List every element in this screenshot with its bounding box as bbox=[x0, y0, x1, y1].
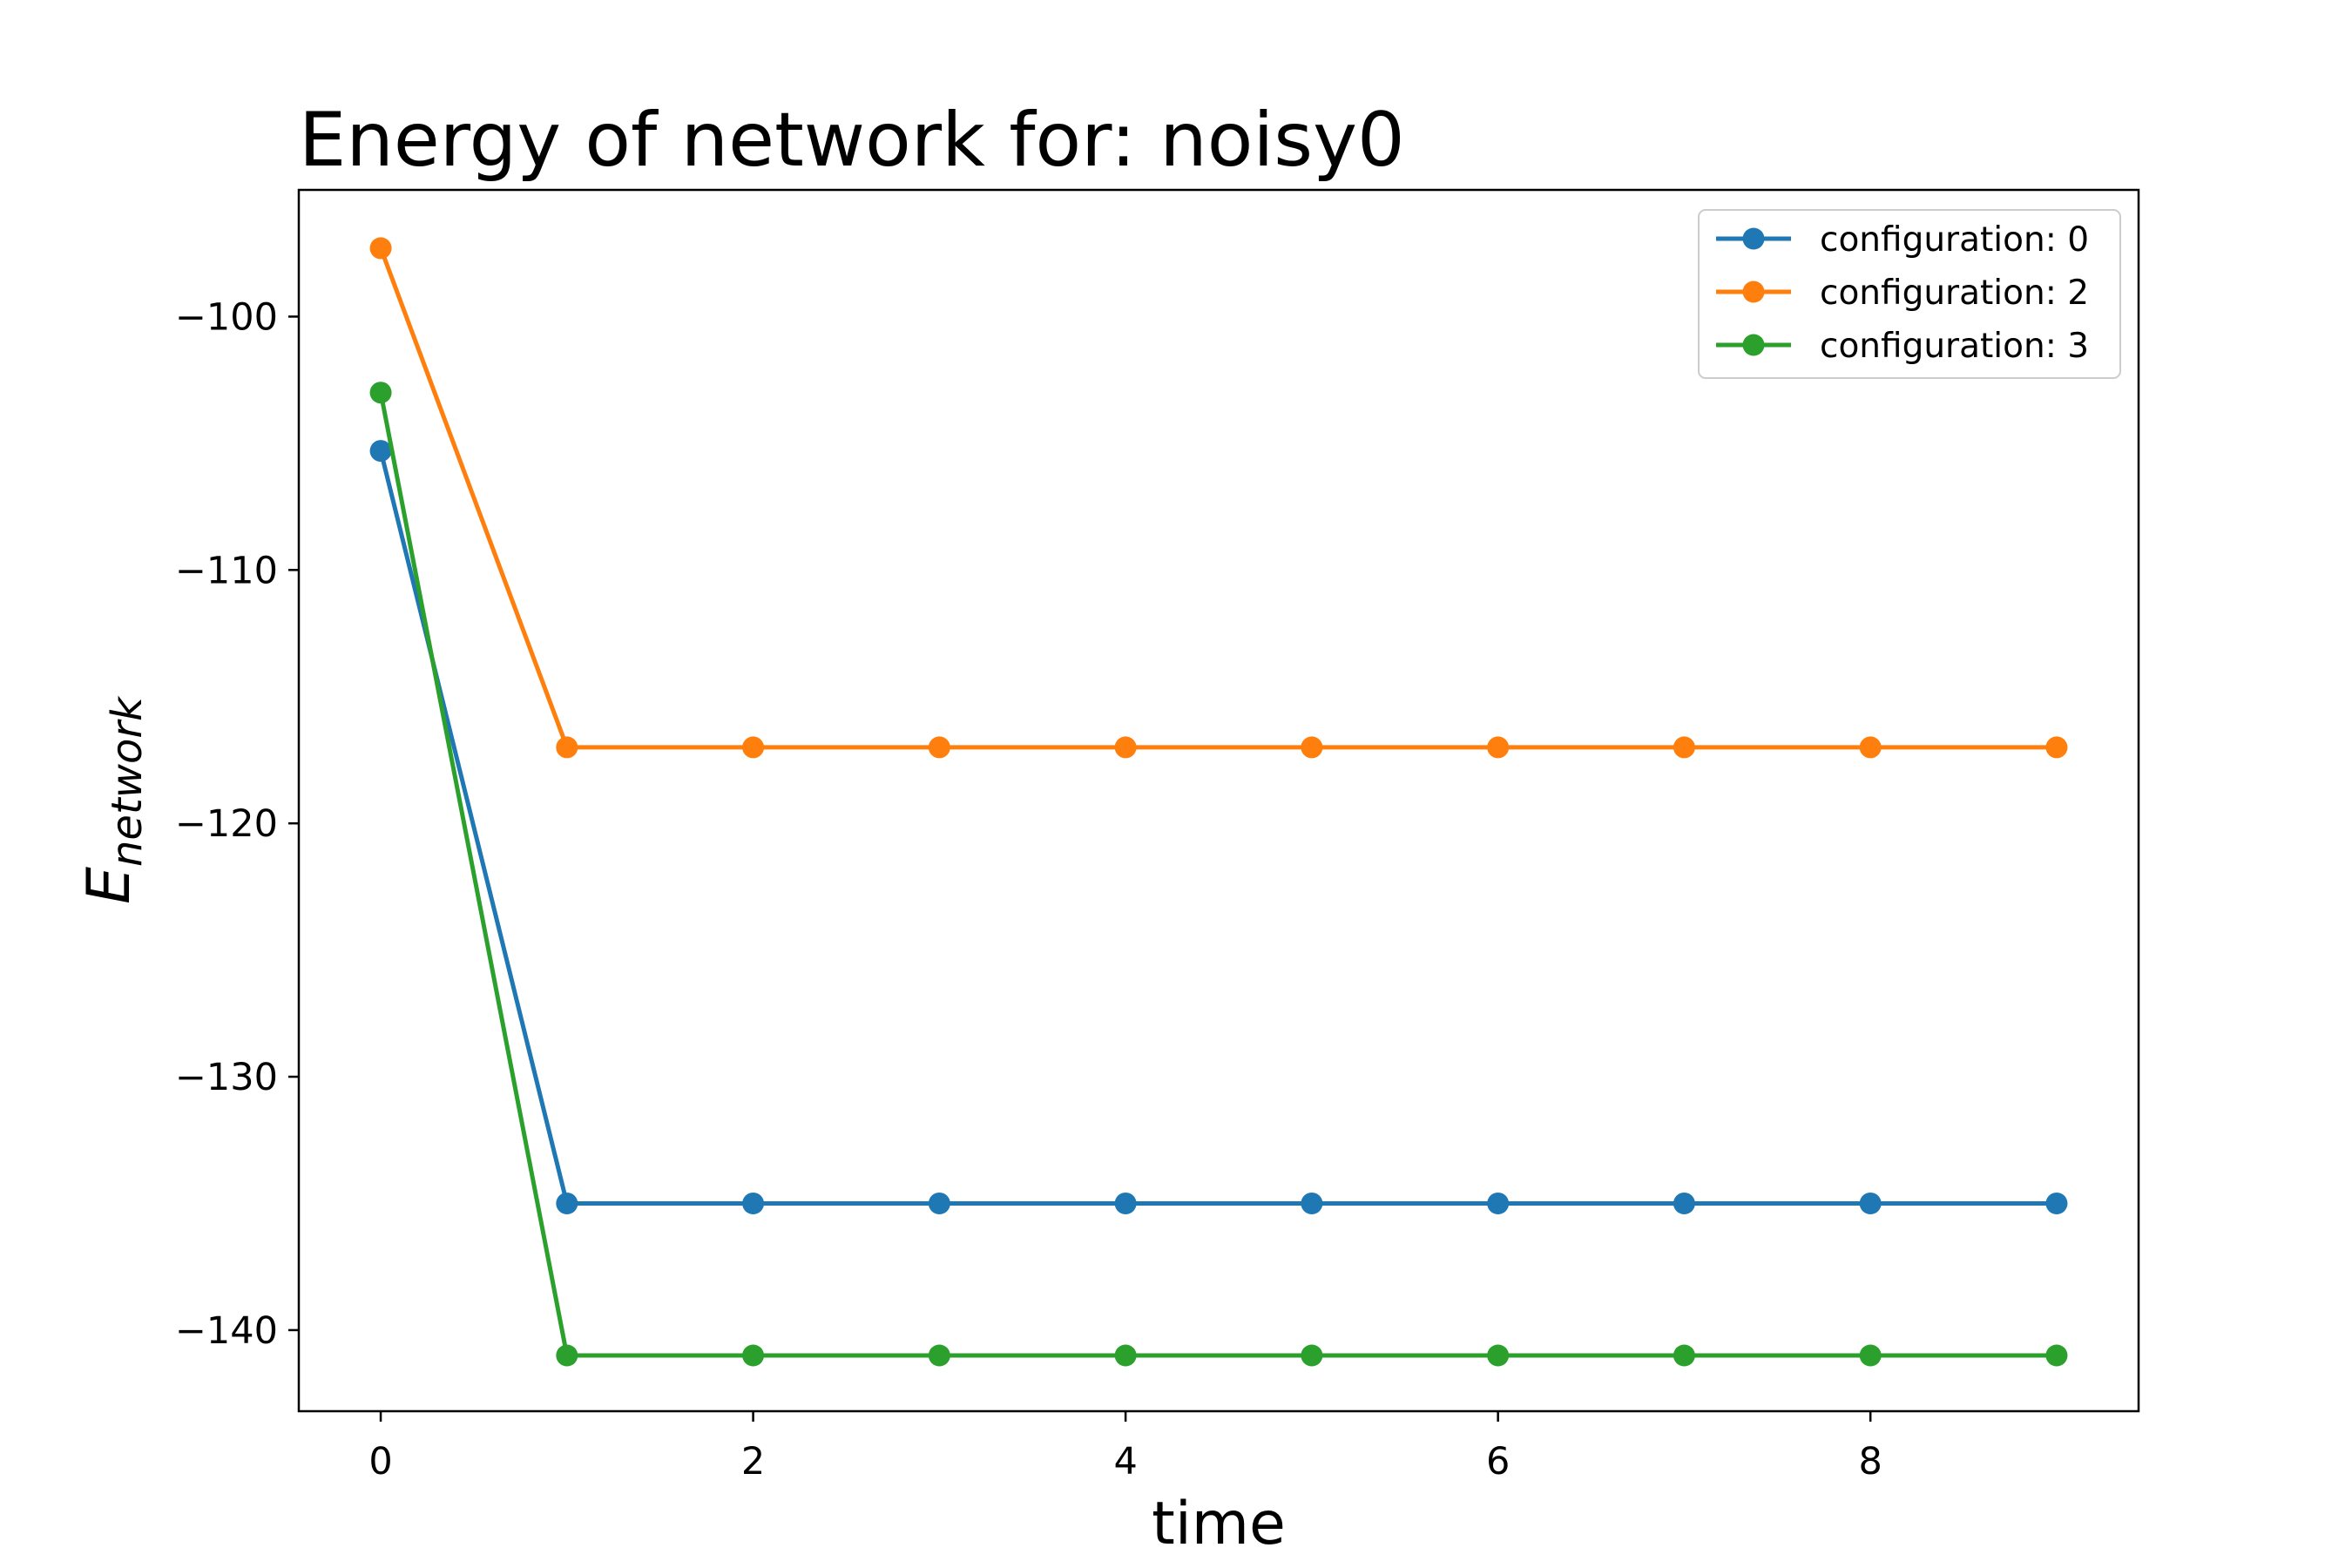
legend-swatch-marker-2 bbox=[1742, 334, 1765, 356]
series-2-point-7 bbox=[1673, 1344, 1695, 1367]
series-0-point-1 bbox=[556, 1192, 578, 1214]
legend-entry-2: configuration: 3 bbox=[1716, 327, 2089, 366]
plot-frame bbox=[297, 188, 2140, 1413]
y-tick-label-4: −140 bbox=[175, 1309, 278, 1353]
series-0-point-4 bbox=[1114, 1192, 1137, 1214]
series-1-point-9 bbox=[2045, 736, 2068, 759]
series-0-point-6 bbox=[1487, 1192, 1510, 1214]
series-1-line bbox=[378, 247, 2057, 750]
y-axis: −100 −110 −120 −130 −140 bbox=[175, 295, 299, 1353]
series-1-point-4 bbox=[1114, 736, 1137, 759]
series-layer bbox=[369, 237, 2068, 1367]
y-axis-label-main: E bbox=[75, 867, 144, 904]
series-2-point-1 bbox=[556, 1344, 578, 1367]
y-axis-label: Enetwork bbox=[75, 695, 152, 904]
series-1 bbox=[369, 237, 2068, 759]
legend-entry-0: configuration: 0 bbox=[1716, 220, 2089, 260]
series-0-point-7 bbox=[1673, 1192, 1695, 1214]
x-axis-label: time bbox=[1152, 1490, 1286, 1558]
legend-entries: configuration: 0 configuration: 2 configur… bbox=[1716, 220, 2089, 366]
legend-entry-1: configuration: 2 bbox=[1716, 274, 2089, 313]
series-0-point-3 bbox=[928, 1192, 950, 1214]
y-tick-label-2: −120 bbox=[175, 802, 278, 846]
series-1-point-5 bbox=[1301, 736, 1323, 759]
series-2-point-6 bbox=[1487, 1344, 1510, 1367]
series-0-point-8 bbox=[1859, 1192, 1882, 1214]
legend-label-0: configuration: 0 bbox=[1820, 220, 2089, 260]
series-1-point-2 bbox=[742, 736, 765, 759]
series-2-point-5 bbox=[1301, 1344, 1323, 1367]
x-axis: 0 2 4 6 8 bbox=[368, 1411, 1882, 1484]
x-tick-label-0: 0 bbox=[368, 1440, 392, 1484]
x-tick-label-4: 8 bbox=[1858, 1440, 1882, 1484]
series-1-point-6 bbox=[1487, 736, 1510, 759]
series-0-point-0 bbox=[369, 440, 392, 463]
series-1-point-1 bbox=[556, 736, 578, 759]
series-2-point-0 bbox=[369, 382, 392, 404]
series-0 bbox=[369, 440, 2068, 1214]
series-1-point-8 bbox=[1859, 736, 1882, 759]
series-0-point-2 bbox=[742, 1192, 765, 1214]
x-tick-label-3: 6 bbox=[1486, 1440, 1510, 1484]
legend-box bbox=[1698, 209, 2121, 379]
y-tick-label-0: −100 bbox=[175, 295, 278, 339]
legend-swatch-marker-0 bbox=[1742, 227, 1765, 250]
series-0-point-5 bbox=[1301, 1192, 1323, 1214]
series-2-point-4 bbox=[1114, 1344, 1137, 1367]
series-2-line bbox=[378, 392, 2057, 1358]
series-2-point-3 bbox=[928, 1344, 950, 1367]
series-1-point-3 bbox=[928, 736, 950, 759]
series-1-point-0 bbox=[369, 237, 392, 260]
x-tick-label-1: 2 bbox=[741, 1440, 765, 1484]
series-0-line bbox=[378, 449, 2057, 1206]
legend: configuration: 0 configuration: 2 configur… bbox=[1698, 209, 2121, 379]
series-2-point-2 bbox=[742, 1344, 765, 1367]
legend-swatch-marker-1 bbox=[1742, 280, 1765, 303]
legend-label-2: configuration: 3 bbox=[1820, 327, 2089, 366]
x-tick-label-2: 4 bbox=[1113, 1440, 1137, 1484]
y-axis-label-subscript: network bbox=[103, 695, 152, 867]
series-2-point-9 bbox=[2045, 1344, 2068, 1367]
y-tick-label-3: −130 bbox=[175, 1056, 278, 1099]
y-tick-label-1: −110 bbox=[175, 549, 278, 592]
series-0-point-9 bbox=[2045, 1192, 2068, 1214]
series-2-point-8 bbox=[1859, 1344, 1882, 1367]
series-1-point-7 bbox=[1673, 736, 1695, 759]
series-2 bbox=[369, 382, 2068, 1367]
legend-label-1: configuration: 2 bbox=[1820, 274, 2089, 313]
chart-title: Energy of network for: noisy0 bbox=[299, 97, 1405, 184]
